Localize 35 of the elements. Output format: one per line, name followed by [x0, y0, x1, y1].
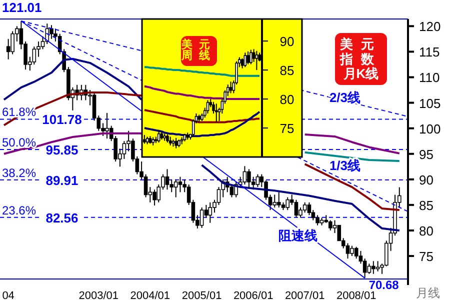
x-tick-label: 2004/01: [130, 290, 170, 300]
y-tick-label: 95: [419, 146, 434, 162]
x-tick-label: 2003/01: [78, 290, 119, 300]
x-tick-label: 2005/01: [182, 290, 222, 300]
ref-line-label: 82.56: [46, 210, 78, 226]
annotation: 50.0%: [2, 136, 36, 150]
y-tick-label: 85: [280, 63, 294, 78]
text: 美元周线: [180, 38, 217, 62]
text: 美元指数月K线: [339, 36, 382, 81]
annotation: 38.2%: [2, 166, 36, 180]
y-tick-label: 75: [280, 121, 294, 136]
y-tick-label: 85: [419, 198, 434, 213]
y-tick-label: 115: [419, 44, 440, 60]
y-tick-label: 80: [419, 223, 434, 238]
x-tick-label: 04: [2, 290, 14, 300]
x-tick-label: 2008/01: [336, 290, 376, 300]
x-axis-title: 月线: [416, 286, 440, 300]
y-tick-label: 105: [419, 96, 441, 111]
y-tick-label: 120: [419, 19, 441, 34]
annotation: 23.6%: [2, 203, 36, 218]
y-tick-label: 100: [419, 121, 441, 136]
y-tick-label: 110: [419, 70, 440, 86]
annotation: 1/3线: [329, 158, 361, 173]
annotation: 2/3线: [329, 90, 361, 105]
y-tick-label: 80: [280, 92, 294, 108]
annotation: 121.01: [2, 0, 42, 15]
x-tick-label: 2006/01: [233, 290, 274, 300]
ref-line-label: 89.91: [46, 172, 78, 188]
x-tick-label: 2007/01: [284, 290, 325, 300]
annotation: 70.68: [368, 278, 400, 292]
y-tick-label: 75: [419, 249, 434, 264]
y-tick-label: 90: [419, 172, 434, 188]
y-tick-label: 90: [280, 34, 294, 50]
ref-line-label: 101.78: [42, 112, 82, 128]
ref-line-label: 95.85: [46, 142, 78, 158]
